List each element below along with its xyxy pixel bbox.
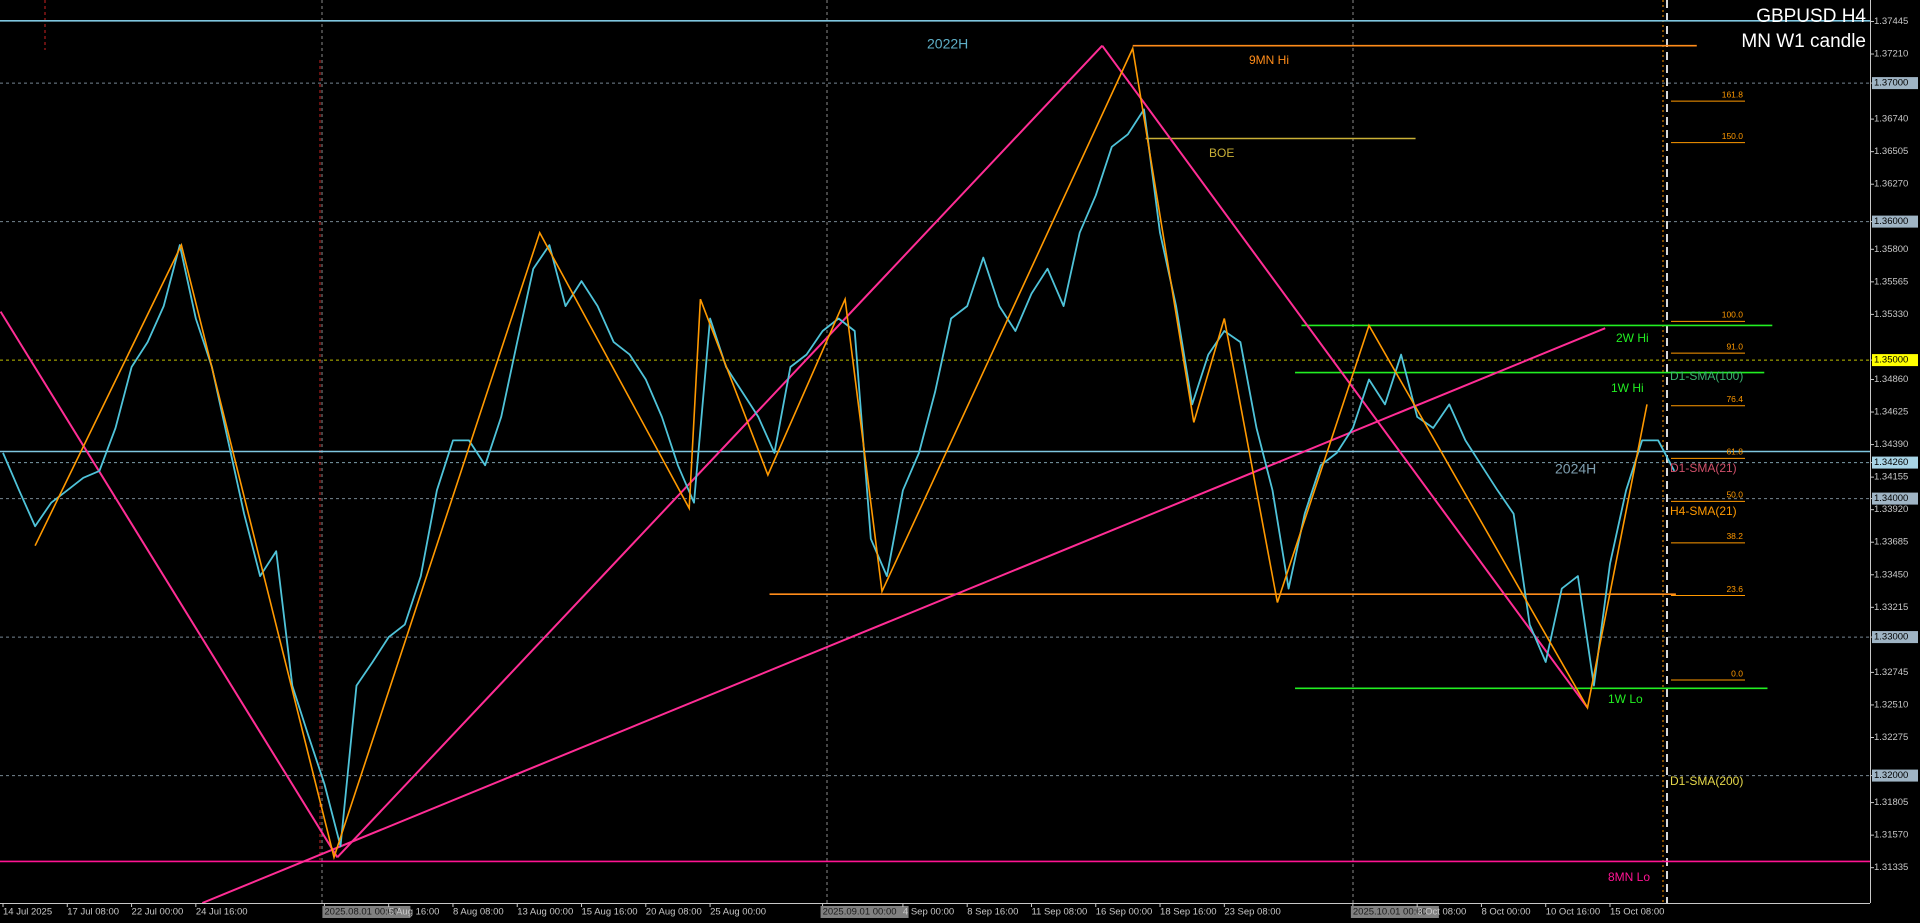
y-tick-label: 1.36740	[1874, 114, 1908, 125]
y-tick-label: 1.34000	[1874, 493, 1908, 504]
y-tick-label: 1.36000	[1874, 216, 1908, 227]
y-tick-label: 1.37210	[1874, 49, 1908, 60]
y-tick-highlight	[1872, 215, 1918, 228]
y-tick-label: 1.34860	[1874, 374, 1908, 385]
y-tick-label: 1.34260	[1874, 457, 1908, 468]
x-tick-label: 5 Aug 16:00	[389, 907, 440, 918]
y-tick-label: 1.36505	[1874, 146, 1908, 157]
y-tick-highlight	[1872, 354, 1918, 367]
level-label: BOE	[1209, 146, 1234, 160]
y-tick-label: 1.33215	[1874, 602, 1908, 613]
fib-label: 61.8	[1726, 447, 1743, 457]
y-tick-label: 1.31335	[1874, 862, 1908, 873]
x-tick-label: 13 Aug 00:00	[517, 907, 573, 918]
y-tick-label: 1.31570	[1874, 830, 1908, 841]
y-tick-label: 1.31805	[1874, 797, 1908, 808]
annotation: 1W Hi	[1611, 381, 1644, 395]
y-tick-label: 1.33450	[1874, 569, 1908, 580]
x-tick-label: 8 Aug 08:00	[453, 907, 504, 918]
trendline	[201, 327, 1606, 903]
y-tick-label: 1.35000	[1874, 355, 1908, 366]
x-tick-label: 15 Aug 16:00	[582, 907, 638, 918]
x-tick-label: 25 Aug 00:00	[710, 907, 766, 918]
trendline	[1101, 45, 1589, 709]
level-label: 9MN Hi	[1249, 53, 1289, 67]
y-tick-highlight	[1872, 769, 1918, 782]
annotation: D1-SMA(100)	[1670, 369, 1743, 383]
fib-label: 50.0	[1726, 490, 1743, 500]
y-tick-label: 1.34155	[1874, 472, 1908, 483]
y-tick-highlight	[1872, 77, 1918, 90]
y-tick-label: 1.37445	[1874, 16, 1908, 27]
y-tick-label: 1.32275	[1874, 732, 1908, 743]
x-tick-label: 23 Sep 08:00	[1224, 907, 1281, 918]
y-tick-highlight	[1872, 492, 1918, 505]
annotation: D1-SMA(200)	[1670, 774, 1743, 788]
x-tick-label: 16 Sep 00:00	[1096, 907, 1153, 918]
y-tick-label: 1.35800	[1874, 244, 1908, 255]
x-tick-label: 17 Jul 08:00	[67, 907, 119, 918]
trendline	[336, 45, 1103, 858]
level-label: 1W Lo	[1608, 692, 1643, 706]
fib-label: 23.6	[1726, 584, 1743, 594]
x-tick-label: 2025.10.01 00:00	[1353, 907, 1427, 918]
x-tick-label: 24 Jul 16:00	[196, 907, 248, 918]
chart-subtitle: MN W1 candle	[1741, 31, 1866, 52]
x-tick-label: 10 Oct 16:00	[1546, 907, 1600, 918]
fib-label: 38.2	[1726, 531, 1743, 541]
trendline	[0, 311, 339, 858]
y-tick-label: 1.32745	[1874, 667, 1908, 678]
y-tick-label: 1.35330	[1874, 309, 1908, 320]
x-tick-label: 14 Jul 2025	[3, 907, 52, 918]
y-tick-label: 1.33920	[1874, 504, 1908, 515]
fib-label: 76.4	[1726, 394, 1743, 404]
y-tick-label: 1.36270	[1874, 179, 1908, 190]
fib-label: 0.0	[1731, 668, 1743, 678]
annotation: 2022H	[927, 36, 968, 52]
y-tick-label: 1.33000	[1874, 632, 1908, 643]
x-tick-label: 22 Jul 00:00	[132, 907, 184, 918]
x-tick-label: 18 Sep 16:00	[1160, 907, 1217, 918]
y-tick-label: 1.33685	[1874, 537, 1908, 548]
fib-label: 161.8	[1722, 89, 1744, 99]
y-tick-label: 1.32510	[1874, 699, 1908, 710]
y-tick-label: 1.32000	[1874, 770, 1908, 781]
y-tick-highlight	[1872, 456, 1918, 469]
y-tick-label: 1.34390	[1874, 439, 1908, 450]
fib-label: 100.0	[1722, 310, 1744, 320]
x-tick-label: 4 Sep 00:00	[903, 907, 954, 918]
x-tick-label: 2025.09.01 00:00	[823, 907, 897, 918]
x-tick-label: 15 Oct 08:00	[1610, 907, 1664, 918]
fib-label: 91.0	[1726, 341, 1743, 351]
zigzag	[34, 45, 1648, 861]
x-tick-highlight	[1350, 906, 1439, 918]
annotation: 2024H	[1555, 461, 1596, 477]
x-tick-label: 11 Sep 08:00	[1031, 907, 1087, 918]
chart-title: GBPUSD H4	[1756, 6, 1866, 27]
x-tick-label: 8 Sep 16:00	[967, 907, 1018, 918]
y-tick-highlight	[1872, 631, 1918, 644]
fib-label: 150.0	[1722, 131, 1744, 141]
annotation: D1-SMA(21)	[1670, 461, 1737, 475]
x-tick-highlight	[322, 906, 411, 918]
y-tick-label: 1.34625	[1874, 407, 1908, 418]
x-tick-label: 3 Oct 08:00	[1417, 907, 1466, 918]
y-tick-label: 1.37000	[1874, 78, 1908, 89]
x-tick-label: 8 Oct 00:00	[1481, 907, 1530, 918]
plot-area: 9MN Hi BOE 2W Hi 1W Lo 8MN Lo 161.8 150.0 100.0…	[0, 19, 1870, 903]
x-tick-label: 2025.08.01 00:00	[324, 907, 398, 918]
level-label: 8MN Lo	[1608, 870, 1650, 884]
y-tick-label: 1.35565	[1874, 276, 1908, 287]
x-tick-label: 20 Aug 08:00	[646, 907, 702, 918]
level-label: 2W Hi	[1616, 331, 1649, 345]
x-tick-highlight	[820, 906, 909, 918]
annotation: H4-SMA(21)	[1670, 504, 1737, 518]
